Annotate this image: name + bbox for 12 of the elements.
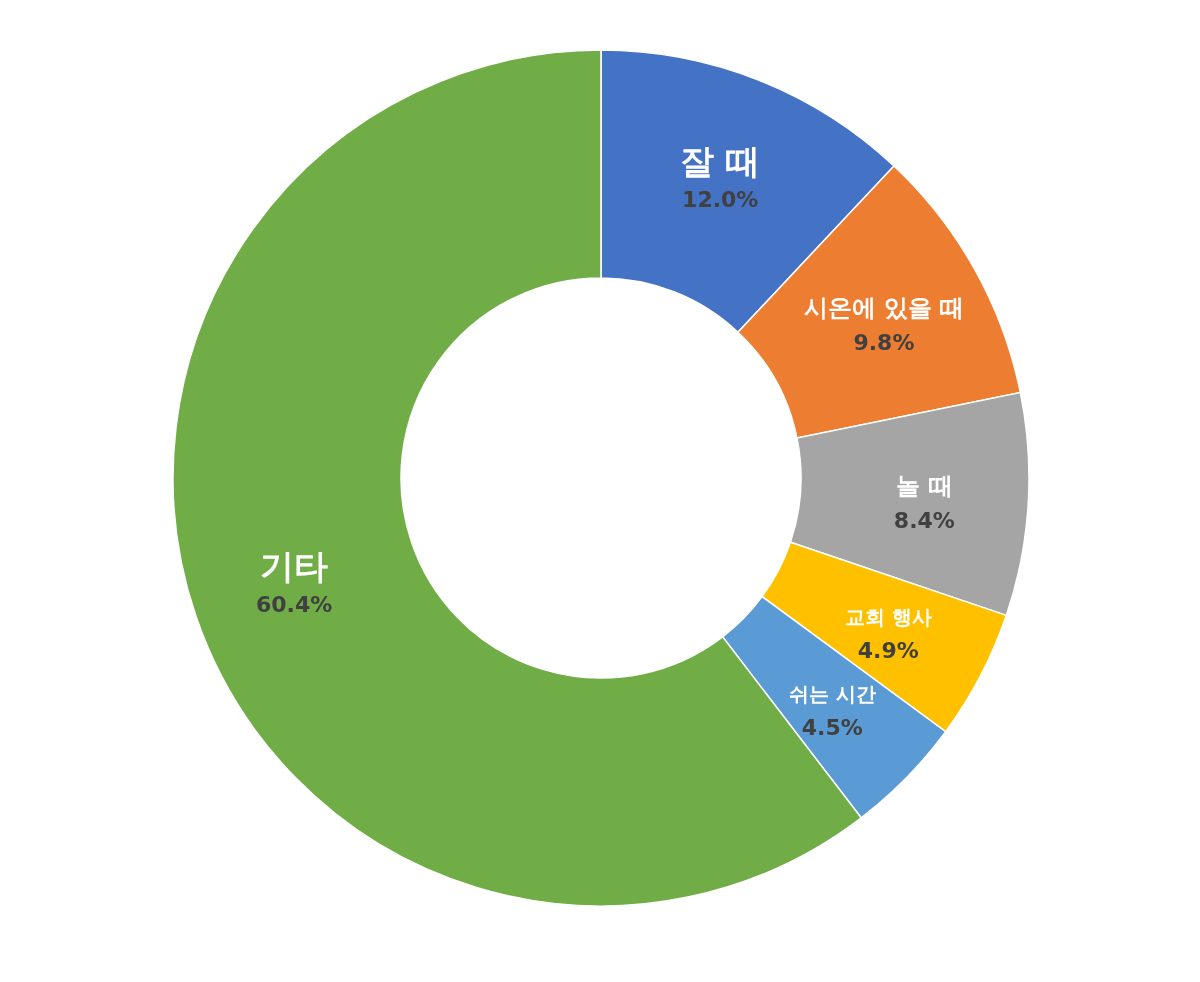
slice-label: 놀 때 (896, 472, 953, 501)
slice-label: 기타 (260, 545, 329, 586)
slice-label: 쉬는 시간 (788, 681, 876, 706)
data-label: 9.8% (853, 330, 915, 356)
slice-label: 시온에 있을 때 (803, 294, 965, 323)
data-label: 8.4% (893, 508, 955, 534)
slice-label: 교회 행사 (844, 604, 932, 629)
data-label: 60.4% (255, 591, 333, 617)
data-label: 4.9% (857, 637, 919, 663)
data-label: 4.5% (801, 714, 863, 740)
data-label: 12.0% (682, 186, 759, 212)
slice-label: 잘 때 (680, 140, 761, 181)
